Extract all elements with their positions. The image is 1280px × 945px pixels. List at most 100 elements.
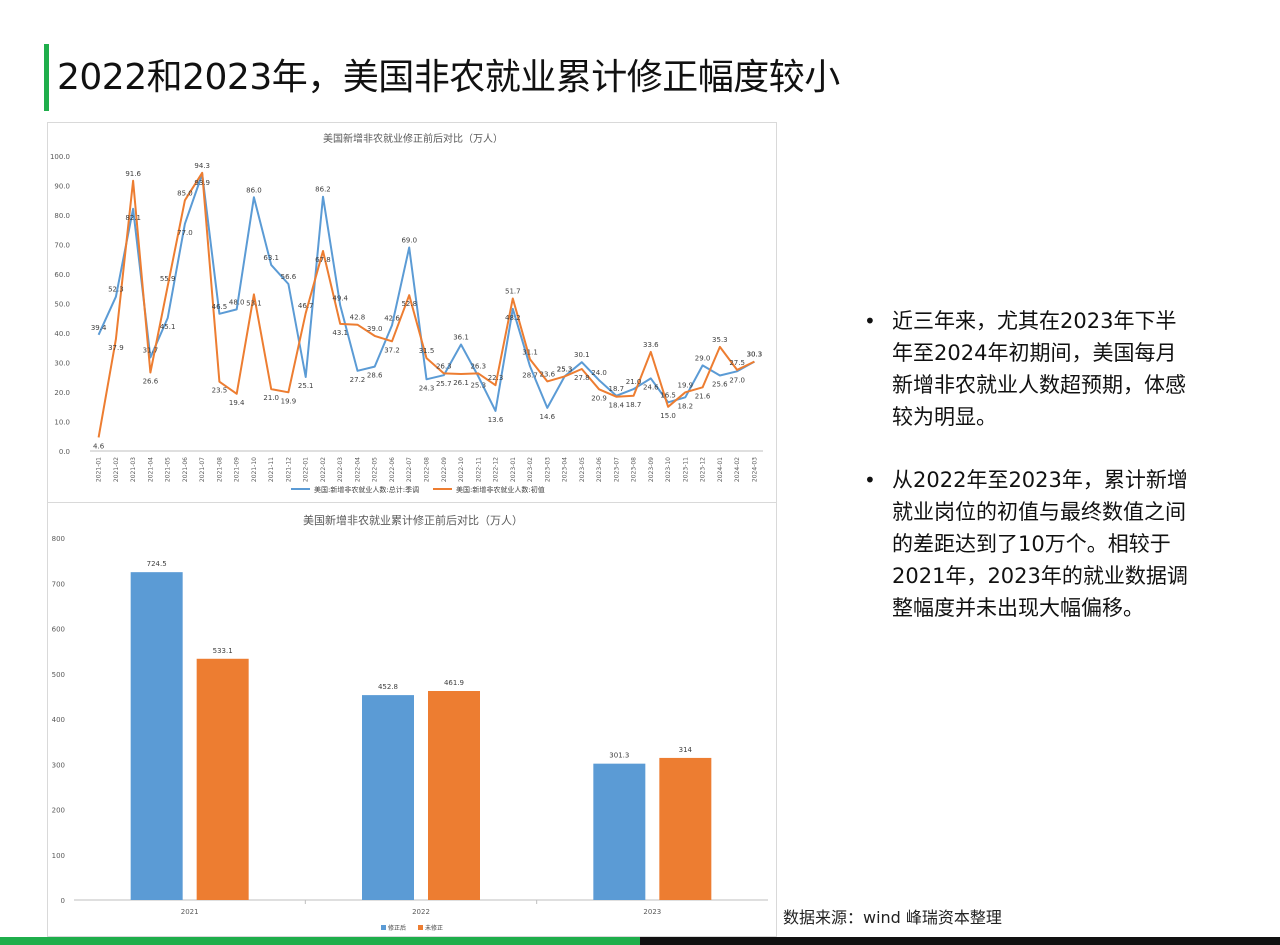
- y-tick-label: 0.0: [59, 448, 70, 456]
- x-tick-label: 2023-10: [665, 457, 672, 482]
- data-label: 48.2: [505, 314, 521, 322]
- x-tick-label: 2021-10: [251, 457, 258, 482]
- legend-label-initial: 美国:新增非农就业人数:初值: [456, 485, 545, 494]
- x-tick-label: 2022-08: [424, 457, 431, 482]
- data-label: 29.0: [695, 354, 711, 362]
- y-tick-label: 40.0: [54, 330, 70, 338]
- data-label: 26.1: [453, 379, 469, 387]
- data-label: 28.6: [367, 372, 383, 380]
- x-tick-label: 2022-04: [354, 457, 361, 482]
- data-label: 39.0: [367, 325, 383, 333]
- data-label: 30.3: [747, 351, 763, 359]
- data-label: 23.5: [212, 387, 228, 395]
- x-tick-label: 2024-02: [734, 457, 741, 482]
- x-tick-label: 2023-06: [596, 457, 603, 482]
- x-tick-label: 2023-12: [700, 457, 707, 482]
- x-tick-label: 2021-06: [182, 457, 189, 482]
- legend-label-revised: 修正后: [388, 924, 406, 932]
- footer-bar-green: [0, 937, 640, 945]
- data-label: 36.1: [453, 334, 469, 342]
- data-label: 31.5: [419, 347, 435, 355]
- data-label: 18.2: [678, 402, 694, 410]
- data-label: 77.0: [177, 229, 193, 237]
- x-tick-label: 2021-08: [216, 457, 223, 482]
- x-tick-label: 2021: [181, 908, 199, 916]
- x-tick-label: 2022-02: [320, 457, 327, 482]
- data-label: 85.0: [177, 189, 193, 197]
- data-label: 26.3: [436, 362, 452, 370]
- data-label: 22.3: [488, 374, 504, 382]
- data-label: 30.3: [747, 351, 763, 359]
- y-tick-label: 500: [52, 671, 65, 679]
- x-tick-label: 2023-08: [631, 457, 638, 482]
- y-tick-label: 50.0: [54, 301, 70, 309]
- bar-data-label: 452.8: [378, 683, 398, 691]
- bar-unrevised: [196, 658, 249, 900]
- x-tick-label: 2023-09: [648, 457, 655, 482]
- data-label: 25.3: [557, 365, 573, 373]
- x-tick-label: 2024-03: [751, 457, 758, 482]
- y-tick-label: 30.0: [54, 360, 70, 368]
- data-label: 55.9: [160, 275, 176, 283]
- data-label: 27.8: [574, 374, 590, 382]
- data-label: 26.3: [470, 362, 486, 370]
- legend-label-revised: 美国:新增非农就业人数:总计:季调: [314, 485, 419, 494]
- y-tick-label: 10.0: [54, 419, 70, 427]
- x-tick-label: 2021-02: [113, 457, 120, 482]
- data-label: 91.6: [125, 170, 141, 178]
- x-tick-label: 2022-06: [389, 457, 396, 482]
- y-tick-label: 60.0: [54, 271, 70, 279]
- data-label: 56.6: [281, 273, 297, 281]
- chart-frame: 美国新增非农就业修正前后对比（万人） 0.0 10.0 20.0 30.0 40.0 50.…: [47, 122, 777, 937]
- data-label: 48.0: [229, 298, 245, 306]
- x-tick-label: 2023-04: [562, 457, 569, 482]
- line-chart-title: 美国新增非农就业修正前后对比（万人）: [323, 132, 503, 145]
- bar-chart-title: 美国新增非农就业累计修正前后对比（万人）: [303, 513, 523, 527]
- line-chart: 美国新增非农就业修正前后对比（万人） 0.0 10.0 20.0 30.0 40.0 50.…: [50, 132, 763, 494]
- y-tick-label: 700: [52, 580, 65, 588]
- x-tick-label: 2021-09: [234, 457, 241, 482]
- x-tick-label: 2021-12: [285, 457, 292, 482]
- x-tick-label: 2021-11: [268, 457, 275, 482]
- data-label: 18.7: [626, 401, 642, 409]
- data-label: 53.1: [246, 299, 262, 307]
- x-tick-label: 2021-07: [199, 457, 206, 482]
- data-label: 25.7: [436, 380, 452, 388]
- y-tick-label: 80.0: [54, 212, 70, 220]
- x-tick-label: 2022-11: [475, 457, 482, 482]
- x-tick-label: 2022-03: [337, 457, 344, 482]
- x-tick-label: 2022: [412, 908, 430, 916]
- data-label: 35.3: [712, 336, 728, 344]
- data-label: 46.7: [298, 302, 314, 310]
- bar-unrevised: [659, 757, 712, 900]
- bar-revised: [362, 695, 414, 900]
- x-tick-label: 2021-05: [165, 457, 172, 482]
- data-label: 19.9: [281, 397, 297, 405]
- bar-unrevised: [428, 690, 480, 900]
- data-label: 52.8: [401, 300, 417, 308]
- data-label: 27.2: [350, 376, 366, 384]
- x-tick-label: 2022-07: [406, 457, 413, 482]
- data-label: 24.3: [419, 384, 435, 392]
- data-label: 24.6: [643, 383, 659, 391]
- data-label: 69.0: [401, 236, 417, 244]
- data-label: 15.0: [660, 412, 676, 420]
- x-tick-label: 2024-01: [717, 457, 724, 482]
- title-accent-bar: [44, 44, 49, 111]
- data-label: 13.6: [488, 416, 504, 424]
- data-label: 82.1: [125, 214, 141, 222]
- data-label: 46.5: [212, 303, 228, 311]
- data-label: 30.1: [574, 351, 590, 359]
- data-label: 51.7: [505, 287, 521, 295]
- data-label: 25.6: [712, 380, 728, 388]
- y-tick-label: 70.0: [54, 242, 70, 250]
- x-tick-label: 2021-01: [96, 457, 103, 482]
- data-label: 23.6: [539, 370, 555, 378]
- x-tick-label: 2021-04: [147, 457, 154, 482]
- bar-revised: [593, 763, 646, 900]
- bullet-item: 从2022年至2023年，累计新增就业岗位的初值与最终数值之间的差距达到了10万…: [862, 464, 1192, 624]
- data-label: 28.7: [522, 371, 538, 379]
- legend-label-unrevised: 未修正: [425, 924, 443, 932]
- data-label: 49.4: [332, 294, 348, 302]
- page-title: 2022和2023年，美国非农就业累计修正幅度较小: [57, 57, 840, 98]
